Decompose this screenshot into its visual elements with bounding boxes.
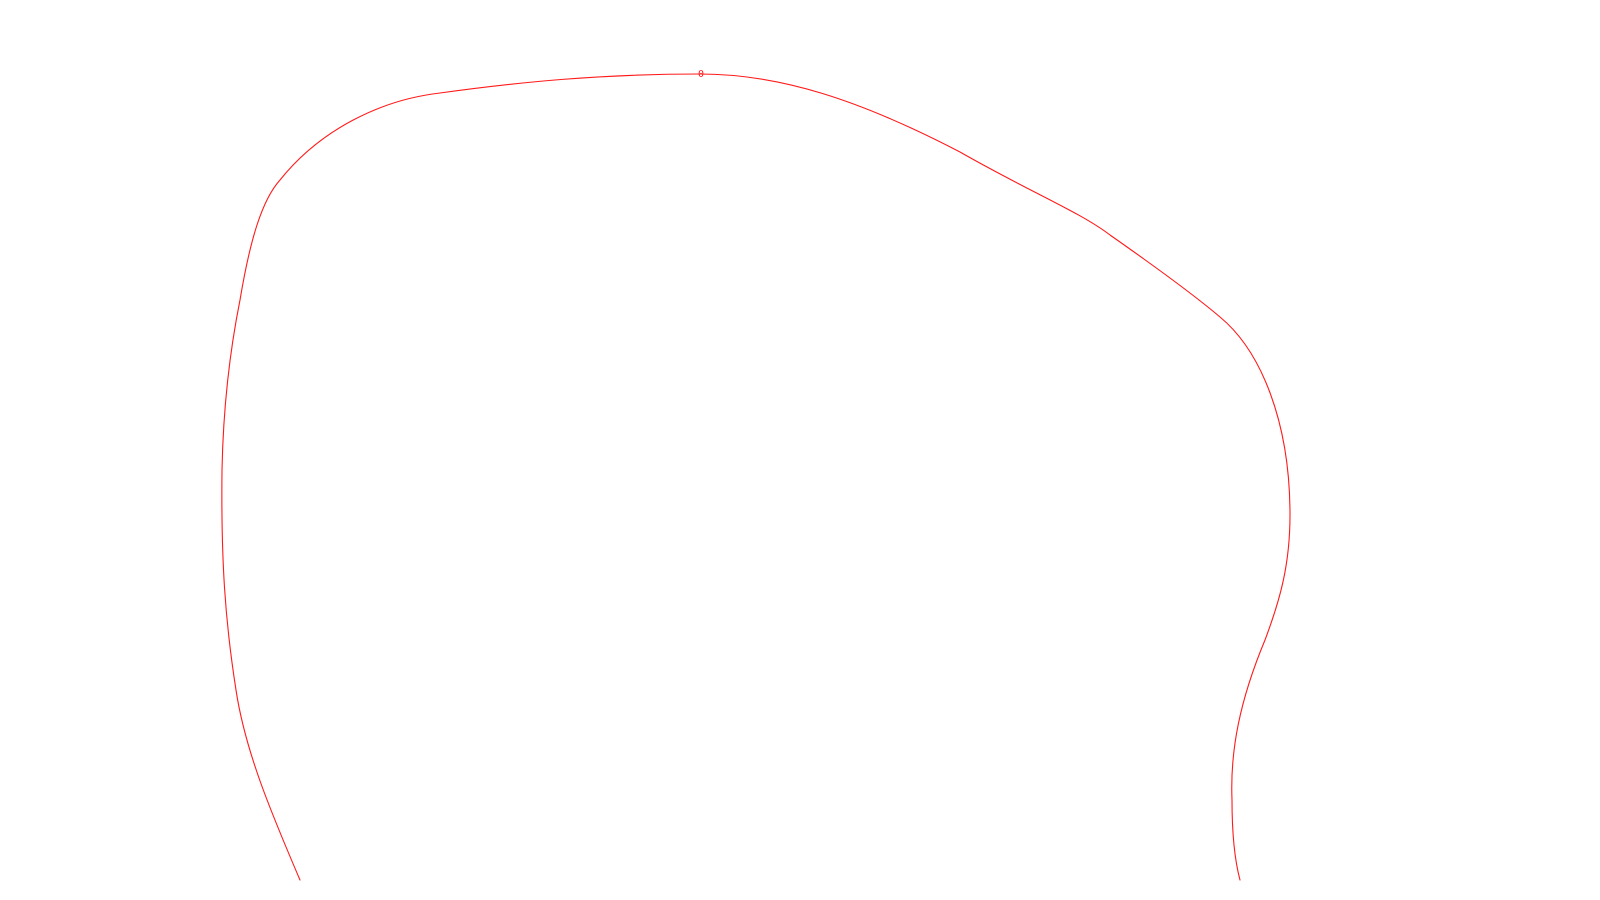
closed-outline-curve	[221, 73, 1291, 881]
node-label-zero: 0	[698, 69, 704, 80]
